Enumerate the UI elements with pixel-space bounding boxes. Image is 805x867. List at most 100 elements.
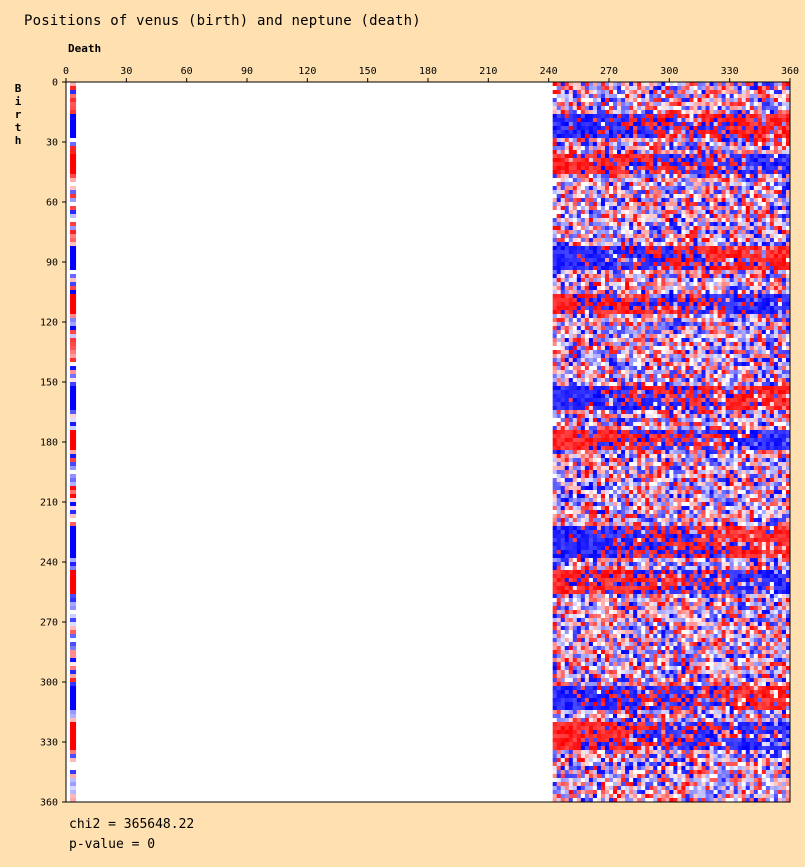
heatmap-cell — [721, 114, 726, 119]
heatmap-cell — [673, 350, 678, 355]
heatmap-cell — [697, 350, 702, 355]
heatmap-cell — [592, 110, 598, 115]
heatmap-cell — [572, 238, 578, 243]
heatmap-cell — [645, 266, 650, 271]
heatmap-cell — [564, 246, 570, 251]
heatmap-cell — [600, 170, 606, 175]
heatmap-cell — [729, 102, 734, 107]
heatmap-cell — [785, 294, 791, 299]
heatmap-cell — [697, 394, 702, 399]
heatmap-cell — [697, 214, 702, 219]
heatmap-cell — [765, 258, 771, 263]
heatmap-cell — [745, 330, 751, 335]
heatmap-cell — [785, 82, 791, 87]
heatmap-cell — [613, 182, 618, 187]
heatmap-cell — [701, 154, 706, 159]
heatmap-cell — [673, 198, 678, 203]
heatmap-cell — [70, 238, 77, 242]
heatmap-cell — [697, 278, 702, 283]
heatmap-cell — [580, 246, 586, 251]
heatmap-cell — [777, 146, 783, 151]
heatmap-cell — [689, 386, 694, 391]
heatmap-cell — [721, 342, 726, 347]
heatmap-cell — [576, 142, 582, 147]
heatmap-cell — [564, 282, 570, 287]
heatmap-cell — [645, 350, 650, 355]
heatmap-cell — [584, 338, 590, 343]
heatmap-cell — [705, 194, 710, 199]
heatmap-cell — [568, 222, 574, 227]
heatmap-cell — [685, 134, 690, 139]
heatmap-cell — [625, 358, 630, 363]
heatmap-cell — [604, 106, 610, 111]
heatmap-cell — [713, 142, 718, 147]
heatmap-cell — [697, 302, 702, 307]
heatmap-cell — [564, 366, 570, 371]
heatmap-cell — [773, 190, 779, 195]
heatmap-cell — [637, 202, 642, 207]
heatmap-cell — [781, 342, 787, 347]
heatmap-cell — [641, 358, 646, 363]
heatmap-cell — [588, 202, 594, 207]
heatmap-cell — [781, 274, 787, 279]
heatmap-cell — [564, 186, 570, 191]
heatmap-cell — [741, 346, 747, 351]
heatmap-cell — [685, 322, 690, 327]
heatmap-cell — [785, 198, 791, 203]
heatmap-cell — [745, 366, 751, 371]
heatmap-cell — [681, 122, 686, 127]
heatmap-cell — [552, 394, 558, 399]
heatmap-cell — [572, 374, 578, 379]
heatmap-cell — [781, 234, 787, 239]
heatmap-cell — [705, 406, 710, 411]
heatmap-cell — [717, 218, 722, 223]
heatmap-cell — [785, 194, 791, 199]
heatmap-cell — [70, 134, 77, 138]
heatmap-cell — [673, 290, 678, 295]
heatmap-cell — [769, 182, 775, 187]
heatmap-cell — [584, 150, 590, 155]
heatmap-cell — [681, 190, 686, 195]
heatmap-cell — [584, 278, 590, 283]
heatmap-cell — [765, 390, 771, 395]
heatmap-cell — [681, 174, 686, 179]
heatmap-cell — [721, 278, 726, 283]
heatmap-cell — [633, 254, 638, 259]
heatmap-cell — [693, 146, 698, 151]
heatmap-cell — [681, 150, 686, 155]
heatmap-cell — [592, 338, 598, 343]
heatmap-cell — [701, 130, 706, 135]
heatmap-cell — [753, 206, 759, 211]
heatmap-cell — [653, 406, 658, 411]
heatmap-cell — [580, 118, 586, 123]
heatmap-cell — [641, 102, 646, 107]
heatmap-cell — [661, 378, 666, 383]
heatmap-cell — [613, 294, 618, 299]
heatmap-cell — [685, 82, 690, 87]
heatmap-cell — [600, 230, 606, 235]
heatmap-cell — [717, 230, 722, 235]
heatmap-cell — [697, 186, 702, 191]
heatmap-cell — [713, 218, 718, 223]
heatmap-cell — [701, 386, 706, 391]
heatmap-cell — [689, 282, 694, 287]
heatmap-cell — [609, 106, 614, 111]
heatmap-cell — [629, 378, 634, 383]
heatmap-cell — [572, 346, 578, 351]
heatmap-cell — [584, 174, 590, 179]
heatmap-cell — [709, 386, 714, 391]
heatmap-cell — [564, 106, 570, 111]
heatmap-cell — [781, 286, 787, 291]
heatmap-cell — [552, 262, 558, 267]
heatmap-cell — [761, 250, 767, 255]
heatmap-cell — [649, 238, 654, 243]
heatmap-cell — [629, 178, 634, 183]
heatmap-cell — [781, 142, 787, 147]
heatmap-cell — [777, 210, 783, 215]
heatmap-cell — [625, 210, 630, 215]
heatmap-cell — [560, 286, 566, 291]
heatmap-cell — [689, 206, 694, 211]
heatmap-cell — [641, 366, 646, 371]
heatmap-cell — [697, 406, 702, 411]
heatmap-cell — [657, 334, 662, 339]
